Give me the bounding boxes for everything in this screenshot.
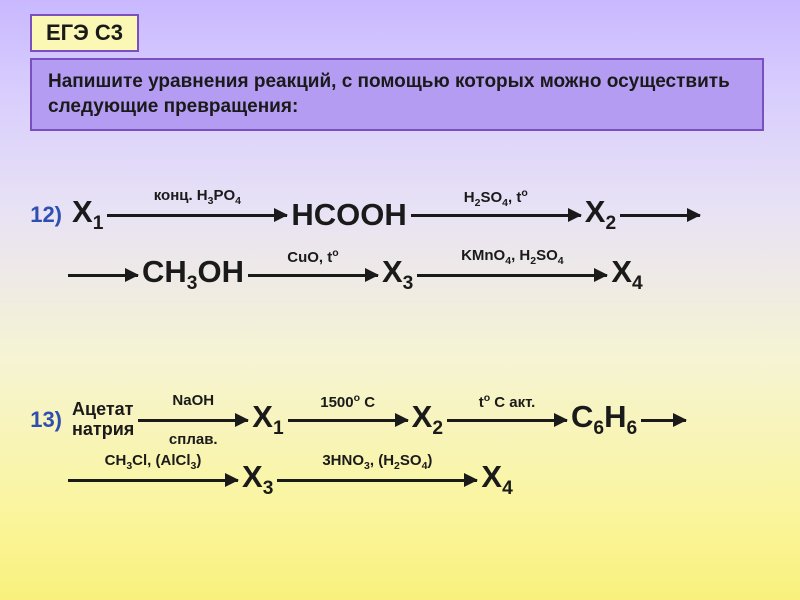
arrow-line [277,479,477,482]
arrow-trailing [620,193,700,237]
arrow-line [417,274,607,277]
species-x1: X1 [248,399,287,440]
scheme-12-row-2: CH3OH CuO, to X3 KMnO4, H2SO4 X4 [20,245,780,305]
arrow-condition-top: NaOH [138,392,248,409]
scheme-13-row-2: CH3Cl, (AlCl3) X3 3HNO3, (H2SO4) X4 [20,450,780,510]
species-x3: X3 [378,254,417,295]
arrow-condition-top: KMnO4, H2SO4 [417,247,607,267]
scheme-number: 12) [20,202,68,228]
arrow: CH3Cl, (AlCl3) [68,458,238,502]
arrow: NaOH сплав. [138,398,248,442]
arrow-condition-top: 1500o C [288,392,408,411]
arrow-line [107,214,287,217]
instruction-text: Напишите уравнения реакций, с помощью ко… [30,58,764,131]
arrow-line [288,419,408,422]
scheme-number: 13) [20,407,68,433]
species-x4: X4 [607,254,646,295]
arrow-condition-bottom: сплав. [138,431,248,448]
species-x4: X4 [477,459,516,500]
arrow-line [248,274,378,277]
arrow-line [447,419,567,422]
arrow-line [68,479,238,482]
arrow-line [620,214,700,217]
arrow: H2SO4, to [411,193,581,237]
arrow-condition-top: 3HNO3, (H2SO4) [277,452,477,472]
scheme-12: 12) X1 конц. H3PO4 HCOOH H2SO4, to X2 CH… [20,185,780,305]
arrow-condition-top: CuO, to [248,247,378,266]
arrow-line [68,274,138,277]
arrow-condition-top: конц. H3PO4 [107,187,287,207]
arrow: to C акт. [447,398,567,442]
species-x2: X2 [581,194,620,235]
exam-badge: ЕГЭ С3 [30,14,139,52]
species-hcooh: HCOOH [287,197,410,233]
arrow: 3HNO3, (H2SO4) [277,458,477,502]
species-x1: X1 [68,194,107,235]
scheme-13-row-1: 13) Ацетатнатрия NaOH сплав. X1 1500o C … [20,390,780,450]
scheme-13: 13) Ацетатнатрия NaOH сплав. X1 1500o C … [20,390,780,510]
arrow-trailing [641,398,686,442]
arrow: KMnO4, H2SO4 [417,253,607,297]
species-c6h6: C6H6 [567,399,641,440]
arrow-leading [68,253,138,297]
arrow: 1500o C [288,398,408,442]
arrow-condition-top: H2SO4, to [411,187,581,209]
arrow: конц. H3PO4 [107,193,287,237]
species-x2: X2 [408,399,447,440]
scheme-12-row-1: 12) X1 конц. H3PO4 HCOOH H2SO4, to X2 [20,185,780,245]
arrow-condition-top: CH3Cl, (AlCl3) [68,452,238,472]
arrow-line [138,419,248,422]
arrow: CuO, to [248,253,378,297]
arrow-line [641,419,686,422]
species-acetate: Ацетатнатрия [68,400,138,440]
species-x3: X3 [238,459,277,500]
arrow-line [411,214,581,217]
species-ch3oh: CH3OH [138,254,248,295]
arrow-condition-top: to C акт. [447,392,567,411]
